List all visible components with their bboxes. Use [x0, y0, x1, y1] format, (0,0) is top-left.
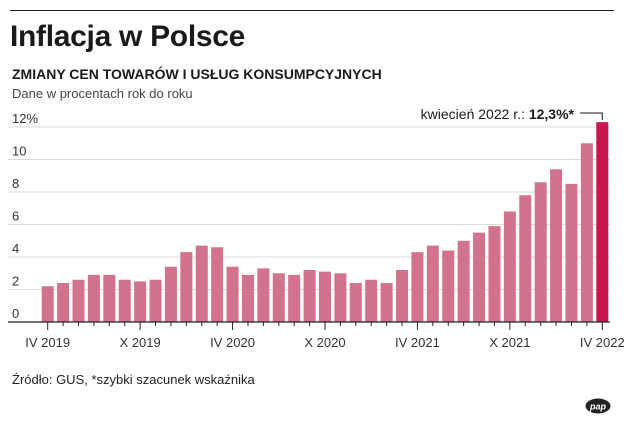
bar: [149, 279, 162, 322]
bar: [164, 266, 177, 322]
bar: [565, 183, 578, 322]
chart-note: Dane w procentach rok do roku: [12, 86, 193, 101]
bar: [457, 240, 470, 322]
bar: [442, 250, 455, 322]
y-tick-label: 12%: [12, 111, 38, 126]
pap-logo: pap: [585, 398, 611, 414]
bar: [72, 279, 85, 322]
x-tick-label: X 2020: [304, 335, 345, 350]
bar: [41, 286, 54, 322]
x-tick-label: IV 2021: [395, 335, 440, 350]
annotation-prefix: kwiecień 2022 r.:: [421, 106, 529, 122]
bar: [103, 274, 116, 322]
chart-subtitle: ZMIANY CEN TOWARÓW I USŁUG KONSUMPCYJNYC…: [12, 66, 382, 82]
y-tick-label: 4: [12, 241, 19, 256]
bar: [318, 271, 332, 322]
bar: [334, 273, 347, 322]
bar: [580, 143, 593, 322]
bar: [349, 283, 362, 322]
bar: [134, 281, 147, 322]
x-tick-label: IV 2022: [580, 335, 624, 350]
bar: [380, 283, 393, 322]
x-tick-label: IV 2019: [25, 335, 70, 350]
bar: [211, 247, 224, 322]
bar: [396, 270, 409, 322]
y-tick-label: 0: [12, 306, 19, 321]
bar: [257, 268, 270, 322]
source-note: Źródło: GUS, *szybki szacunek wskaźnika: [12, 372, 255, 387]
bar: [411, 252, 424, 322]
svg-text:pap: pap: [589, 402, 607, 412]
y-tick-label: 10: [12, 144, 26, 159]
bar: [272, 273, 285, 322]
bar: [57, 283, 70, 322]
chart-title: Inflacja w Polsce: [10, 20, 246, 53]
bar: [488, 226, 501, 322]
bar: [118, 279, 131, 322]
bar: [288, 274, 301, 322]
x-tick-label: IV 2020: [210, 335, 255, 350]
bar: [596, 122, 609, 322]
bar: [550, 169, 563, 322]
bar: [87, 274, 100, 322]
bar: [226, 266, 239, 322]
bar: [303, 270, 316, 322]
y-tick-label: 2: [12, 274, 19, 289]
y-tick-label: 6: [12, 209, 19, 224]
bar: [365, 279, 378, 322]
value-annotation: kwiecień 2022 r.: 12,3%*: [421, 106, 575, 122]
bar: [241, 274, 254, 322]
bar: [534, 182, 547, 322]
x-tick-label: X 2019: [120, 335, 161, 350]
bar: [426, 245, 439, 322]
annotation-value: 12,3%*: [529, 106, 575, 122]
bar: [195, 245, 208, 322]
bar: [519, 195, 532, 322]
bar: [503, 211, 516, 322]
top-rule: [10, 10, 614, 11]
bar: [180, 252, 193, 322]
y-tick-label: 8: [12, 176, 19, 191]
annotation-leader-line: [580, 112, 603, 121]
bar: [473, 232, 486, 322]
x-tick-label: X 2021: [489, 335, 530, 350]
